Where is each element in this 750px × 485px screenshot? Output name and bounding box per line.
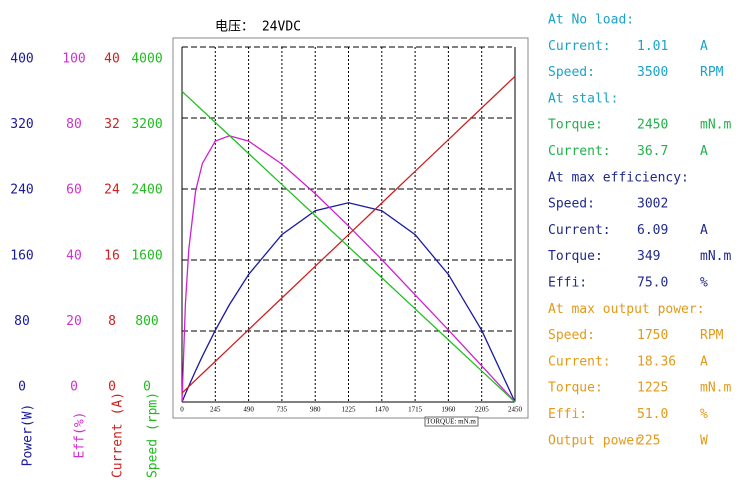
spec-label: Current: — [548, 144, 611, 159]
curve — [181, 202, 516, 403]
spec-unit: mN.m — [700, 249, 731, 264]
panel-heading: At stall: — [548, 91, 618, 106]
y-tick-label: 1600 — [131, 248, 162, 263]
y-tick-label: 0 — [108, 380, 116, 395]
curve — [181, 135, 516, 403]
spec-label: Speed: — [548, 328, 595, 343]
spec-unit: mN.m — [700, 118, 731, 133]
spec-unit: A — [700, 144, 708, 159]
spec-label: Output power — [548, 433, 642, 448]
spec-value: 75.0 — [637, 276, 668, 291]
panel-heading: At No load: — [548, 13, 634, 28]
y-tick-label: 80 — [66, 117, 82, 132]
x-tick-label: 1470 — [375, 406, 390, 414]
spec-label: Torque: — [548, 118, 603, 133]
y-tick-label: 60 — [66, 183, 82, 198]
curve — [181, 75, 516, 394]
spec-value: 3002 — [637, 197, 668, 212]
spec-unit: A — [700, 223, 708, 238]
y-tick-label: 800 — [135, 314, 158, 329]
x-tick-label: 1715 — [408, 406, 423, 414]
curve — [181, 90, 516, 403]
spec-label: Torque: — [548, 249, 603, 264]
x-tick-label: 1225 — [342, 406, 357, 414]
y-axis-label: Power(W) — [21, 404, 36, 467]
spec-value: 225 — [637, 433, 660, 448]
spec-unit: RPM — [700, 328, 724, 343]
spec-value: 6.09 — [637, 223, 668, 238]
y-tick-label: 80 — [14, 314, 30, 329]
spec-label: Current: — [548, 39, 611, 54]
chart-title: 电压： 24VDC — [215, 20, 301, 35]
panel-heading: At max output power: — [548, 302, 705, 317]
spec-label: Current: — [548, 223, 611, 238]
spec-unit: % — [700, 407, 708, 422]
y-tick-label: 24 — [104, 183, 120, 198]
spec-unit: A — [700, 354, 708, 369]
spec-unit: RPM — [700, 65, 724, 80]
spec-value: 349 — [637, 249, 660, 264]
y-tick-label: 240 — [10, 183, 33, 198]
y-tick-label: 100 — [62, 52, 85, 67]
x-tick-label: 0 — [180, 406, 184, 414]
y-tick-label: 160 — [10, 248, 33, 263]
x-axis-label: TORQUE: mN.m — [426, 418, 476, 426]
spec-value: 3500 — [637, 65, 668, 80]
spec-label: Speed: — [548, 197, 595, 212]
spec-label: Effi: — [548, 407, 587, 422]
spec-value: 36.7 — [637, 144, 668, 159]
x-label-box — [424, 416, 479, 427]
spec-value: 1750 — [637, 328, 668, 343]
x-tick-label: 735 — [277, 406, 288, 414]
y-tick-label: 320 — [10, 117, 33, 132]
spec-label: Current: — [548, 354, 611, 369]
spec-value: 1225 — [637, 381, 668, 396]
y-tick-label: 0 — [18, 380, 26, 395]
y-axis-label: Speed (rpm) — [146, 392, 161, 478]
x-tick-label: 2450 — [508, 406, 523, 414]
x-tick-label: 1960 — [441, 406, 456, 414]
y-tick-label: 40 — [104, 52, 120, 67]
spec-unit: A — [700, 39, 708, 54]
spec-value: 1.01 — [637, 39, 668, 54]
x-tick-label: 245 — [210, 406, 221, 414]
y-axis-label: Current (A) — [111, 392, 126, 478]
spec-label: Speed: — [548, 65, 595, 80]
spec-value: 18.36 — [637, 354, 676, 369]
y-tick-label: 8 — [108, 314, 116, 329]
panel-heading: At max efficiency: — [548, 170, 689, 185]
y-tick-label: 32 — [104, 117, 120, 132]
spec-label: Effi: — [548, 276, 587, 291]
x-tick-label: 2205 — [475, 406, 490, 414]
spec-unit: % — [700, 276, 708, 291]
spec-value: 2450 — [637, 118, 668, 133]
x-tick-label: 980 — [310, 406, 321, 414]
y-axis-label: Eff(%) — [73, 412, 88, 459]
x-tick-label: 490 — [243, 406, 254, 414]
spec-unit: W — [700, 433, 708, 448]
y-tick-label: 16 — [104, 248, 120, 263]
y-tick-label: 2400 — [131, 183, 162, 198]
y-tick-label: 0 — [143, 380, 151, 395]
y-tick-label: 0 — [70, 380, 78, 395]
y-tick-label: 400 — [10, 52, 33, 67]
y-tick-label: 4000 — [131, 52, 162, 67]
spec-label: Torque: — [548, 381, 603, 396]
y-tick-label: 20 — [66, 314, 82, 329]
y-tick-label: 3200 — [131, 117, 162, 132]
y-tick-label: 40 — [66, 248, 82, 263]
spec-unit: mN.m — [700, 381, 731, 396]
spec-value: 51.0 — [637, 407, 668, 422]
